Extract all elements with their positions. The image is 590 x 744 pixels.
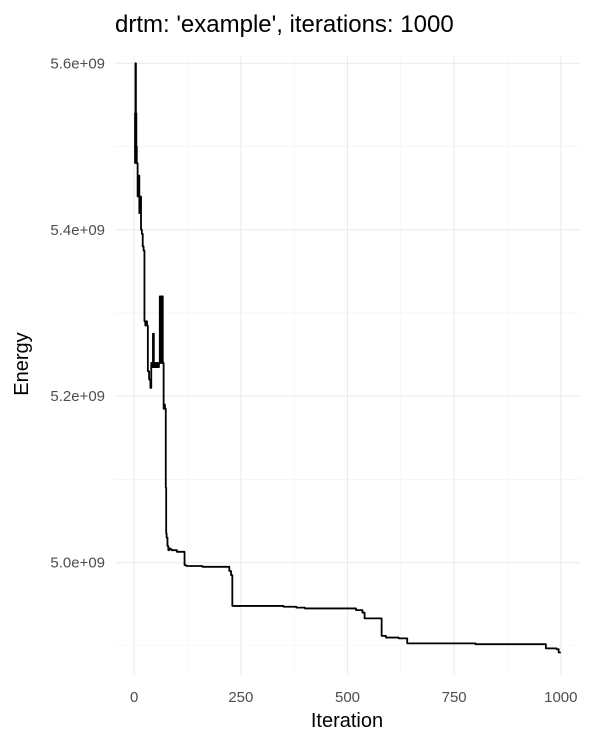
y-tick-label: 5.0e+09 xyxy=(50,555,105,572)
y-axis-ticks: 5.0e+09 5.2e+09 5.4e+09 5.6e+09 xyxy=(50,55,105,571)
x-tick-label: 750 xyxy=(442,689,467,706)
x-tick-label: 0 xyxy=(130,689,138,706)
y-tick-label: 5.6e+09 xyxy=(50,55,105,72)
x-axis-ticks: 0 250 500 750 1000 xyxy=(130,689,577,706)
y-tick-label: 5.2e+09 xyxy=(50,388,105,405)
x-axis-title: Iteration xyxy=(311,710,383,732)
x-tick-label: 1000 xyxy=(544,689,577,706)
chart-title: drtm: 'example', iterations: 1000 xyxy=(115,11,454,38)
grid xyxy=(115,55,580,675)
y-axis-title: Energy xyxy=(11,332,33,395)
y-tick-label: 5.4e+09 xyxy=(50,222,105,239)
x-tick-label: 500 xyxy=(335,689,360,706)
x-tick-label: 250 xyxy=(228,689,253,706)
energy-series-line xyxy=(134,62,561,654)
